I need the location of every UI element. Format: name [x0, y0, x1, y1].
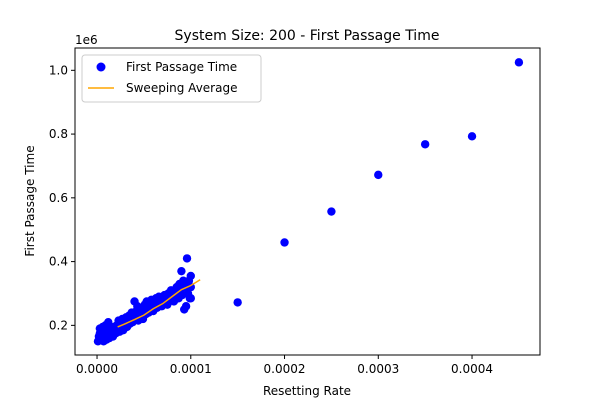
legend-box	[81, 54, 262, 103]
scatter-point	[233, 298, 242, 307]
legend-marker-scatter	[96, 62, 106, 72]
scatter-point	[186, 294, 195, 303]
x-tick-label: 0.0003	[357, 362, 399, 376]
legend-label-average: Sweeping Average	[126, 81, 237, 95]
y-tick-label: 0.2	[49, 318, 68, 332]
average-line	[117, 279, 201, 328]
x-tick-label: 0.0001	[170, 362, 212, 376]
chart-title: System Size: 200 - First Passage Time	[175, 28, 440, 44]
x-axis: 0.0000 0.0001 0.0002 0.0003 0.0004	[76, 355, 493, 376]
scatter-point	[467, 132, 477, 141]
x-axis-label: Resetting Rate	[263, 384, 351, 398]
scatter-point	[182, 254, 192, 263]
y-tick-label: 1.0	[49, 63, 68, 77]
scatter-point	[280, 238, 289, 247]
y-offset-label: 1e6	[75, 33, 98, 47]
y-axis: 0.2 0.4 0.6 0.8 1.0	[49, 63, 75, 332]
scatter-point	[374, 170, 383, 180]
x-tick-label: 0.0004	[451, 362, 493, 376]
legend: First Passage Time Sweeping Average	[81, 54, 262, 103]
scatter-point	[104, 317, 113, 327]
scatter-series	[93, 58, 524, 346]
average-series	[117, 279, 201, 328]
x-tick-label: 0.0002	[264, 362, 306, 376]
y-axis-label: First Passage Time	[23, 145, 37, 256]
y-tick-label: 0.6	[49, 191, 68, 205]
plot-frame	[74, 47, 541, 356]
y-tick-label: 0.4	[49, 255, 68, 269]
legend-label-scatter: First Passage Time	[126, 60, 237, 74]
scatter-point	[177, 266, 186, 276]
scatter-point	[327, 207, 336, 216]
plot-area	[74, 47, 541, 356]
scatter-point	[181, 302, 191, 311]
y-tick-label: 0.8	[49, 127, 68, 141]
scatter-point	[514, 58, 524, 67]
scatter-point	[420, 140, 430, 149]
scatter-point	[186, 271, 195, 281]
x-tick-label: 0.0000	[76, 362, 118, 376]
